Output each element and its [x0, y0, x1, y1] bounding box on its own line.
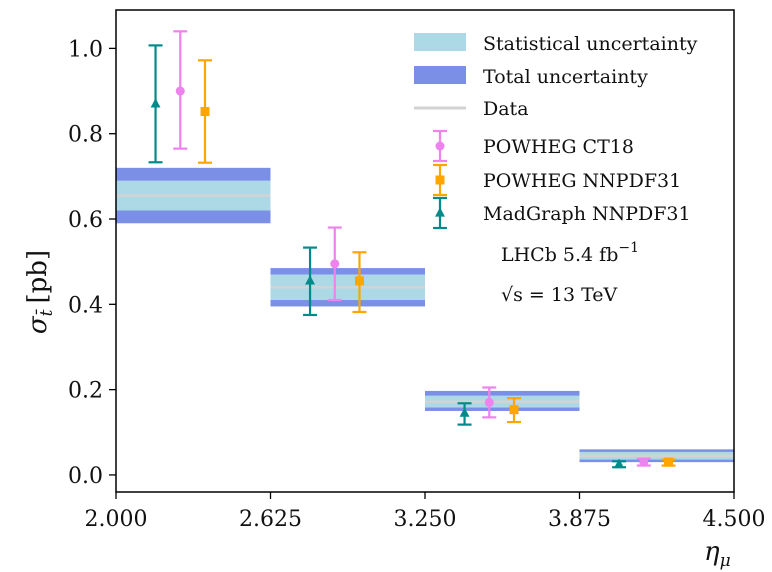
- point-s1-p0: [200, 107, 210, 117]
- point-s0-p2: [484, 397, 494, 407]
- point-s0-p3: [639, 457, 649, 467]
- point-s1-p3: [663, 457, 673, 467]
- x-tick-label-1: 2.625: [239, 507, 302, 532]
- point-s0-p0: [175, 86, 185, 96]
- legend-marker-s1: [435, 175, 445, 185]
- legend-stat-label: Statistical uncertainty: [483, 33, 698, 55]
- point-s2-p3: [614, 458, 625, 468]
- point-s1-p2: [509, 405, 519, 415]
- y-axis-label-subscript: t̄: [34, 309, 57, 316]
- x-axis-label: ημ: [704, 537, 731, 571]
- y-axis-label-unit: [pb]: [23, 250, 53, 304]
- x-tick-label-0: 2.000: [85, 507, 148, 532]
- x-axis-label-subscript: μ: [720, 551, 731, 571]
- legend-label-s1: POWHEG NNPDF31: [483, 170, 681, 192]
- y-tick-label-5: 1.0: [68, 37, 103, 62]
- legend-marker-s2: [435, 207, 445, 217]
- point-s0-p1: [330, 259, 340, 269]
- legend-data-label: Data: [483, 98, 529, 120]
- y-tick-label-4: 0.8: [68, 123, 103, 148]
- legend-label-s0: POWHEG CT18: [483, 136, 634, 158]
- legend: Statistical uncertainty Total uncertaint…: [414, 33, 698, 230]
- y-tick-label-1: 0.2: [68, 379, 103, 404]
- x-tick-label-4: 4.500: [703, 507, 766, 532]
- energy-annotation: √s = 13 TeV: [501, 284, 618, 306]
- legend-stat-swatch: [414, 33, 466, 51]
- point-s2-p2: [459, 407, 470, 417]
- legend-total-swatch: [414, 66, 466, 84]
- y-tick-label-2: 0.4: [68, 293, 103, 318]
- x-tick-label-2: 3.250: [394, 507, 457, 532]
- legend-series-entries: POWHEG CT18 POWHEG NNPDF31 MadGraph NNPDF3…: [433, 129, 691, 230]
- legend-marker-s0: [435, 141, 445, 151]
- axis-ticks: 2.000 2.625 3.250 3.875 4.500 0.0 0.2 0.4 0.6 0.8…: [68, 37, 765, 532]
- lumi-annotation-superscript: −1: [618, 240, 639, 256]
- point-s2-p0: [150, 98, 161, 108]
- lumi-annotation: LHCb 5.4 fb−1: [501, 240, 639, 266]
- uncertainty-bands: [116, 167, 734, 463]
- point-s1-p1: [354, 276, 364, 286]
- y-tick-label-0: 0.0: [68, 464, 103, 489]
- point-s2-p1: [305, 275, 316, 285]
- prediction-series: [148, 30, 676, 469]
- legend-label-s2: MadGraph NNPDF31: [483, 203, 691, 225]
- y-axis-label: σt̄[pb]: [23, 250, 57, 334]
- x-tick-label-3: 3.875: [548, 507, 611, 532]
- y-tick-label-3: 0.6: [68, 208, 103, 233]
- legend-total-label: Total uncertainty: [483, 66, 648, 88]
